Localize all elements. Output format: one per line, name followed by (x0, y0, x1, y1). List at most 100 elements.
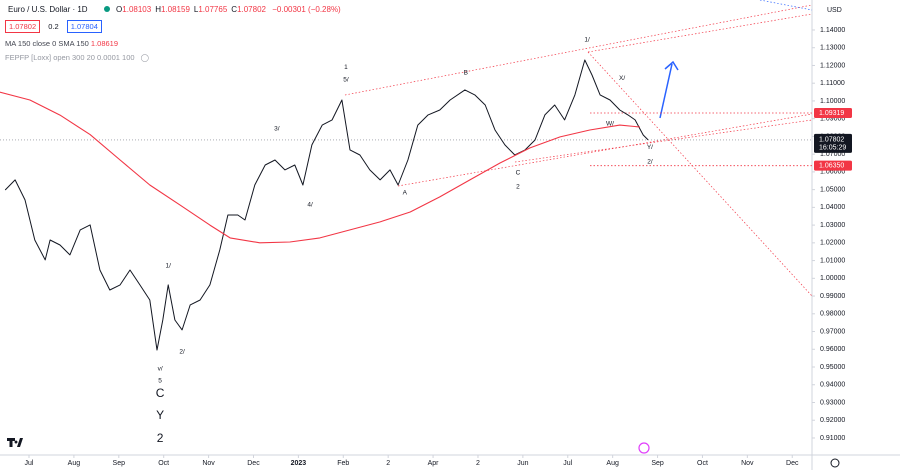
y-tick-label: 1.07000 (820, 151, 845, 158)
y-tick-label: 1.01000 (820, 257, 845, 264)
y-tick-label: 1.10000 (820, 98, 845, 105)
trendline (514, 119, 813, 163)
indicator-text: MA 150 close 0 SMA 150 (5, 39, 89, 48)
wave-label: 2/ (647, 159, 653, 166)
y-tick-label: 1.11000 (820, 80, 845, 87)
x-tick-label: Nov (202, 460, 215, 467)
level-badge (814, 108, 852, 119)
x-tick-label: 2023 (291, 460, 307, 467)
wave-label: 1 (344, 64, 348, 71)
ask-button[interactable]: 1.07804 (66, 20, 102, 33)
channel-lower (397, 113, 813, 187)
ohlc-part: O (116, 5, 123, 14)
indicator-fepfp: FEPFP [Loxx] open 300 20 0.0001 100 ◯ (5, 53, 149, 62)
plot: 0.91000 0.92000 0.93000 0.94000 0.95000 0.960… (0, 27, 852, 467)
quote-row: 1.07802 0.2 1.07804 (5, 20, 102, 33)
x-tick-label: 2 (476, 460, 480, 467)
y-tick-label: 1.06000 (820, 169, 845, 176)
y-tick-label: 1.03000 (820, 222, 845, 229)
events-icon[interactable] (638, 442, 650, 454)
wave-label: A (403, 190, 408, 197)
status-dot (103, 6, 110, 12)
wave-label: C (516, 170, 521, 177)
y-tick-label: 0.95000 (820, 364, 845, 371)
wave-label: B (464, 70, 468, 77)
ohlc-part: 1.07765 (198, 5, 228, 14)
y-tick-label: 0.91000 (820, 435, 845, 442)
projection-arrow (659, 60, 679, 119)
arrow-shaft (659, 63, 673, 119)
symbol-title: Euro / U.S. Dollar · 1D (8, 5, 88, 14)
x-tick-label: Sep (651, 460, 664, 467)
countdown: 16:05:29 (819, 144, 846, 151)
ma-line (0, 91, 641, 244)
indicator-ma: MA 150 close 0 SMA 150 1.08619 (5, 39, 118, 48)
x-tick-label: 2 (386, 460, 390, 467)
wave-label: X/ (619, 75, 625, 82)
y-tick-label: 1.12000 (820, 62, 845, 69)
ohlc-part: L (193, 5, 199, 14)
y-tick-label: 0.99000 (820, 293, 845, 300)
ohlc-part: 1.08103 (122, 5, 152, 14)
ohlc: O1.08103 H1.08159 L1.07765 C1.07802 (116, 5, 270, 14)
x-tick-label: Apr (428, 460, 440, 467)
x-tick-label: Oct (158, 460, 169, 467)
x-tick-label: Sep (113, 460, 126, 467)
y-tick-label: 1.02000 (820, 240, 845, 247)
y-tick-label: 1.00000 (820, 275, 845, 282)
x-tick-label: Nov (741, 460, 754, 467)
y-tick-label: 1.13000 (820, 45, 845, 52)
tv-logo (7, 438, 23, 447)
bid-button[interactable]: 1.07802 (5, 20, 41, 33)
y-tick-label: 1.09000 (820, 116, 845, 123)
wave-label: 4/ (307, 202, 313, 209)
hide-icon[interactable]: ◯ (140, 53, 150, 62)
currency-label: USD (827, 7, 842, 14)
x-tick-label: Dec (247, 460, 260, 467)
trendline-up (587, 13, 813, 53)
indicator-value: 1.08619 (90, 39, 119, 48)
change: −0.00301 (−0.28%) (272, 5, 341, 14)
x-tick-label: Jun (517, 460, 528, 467)
x-tick-label: Aug (68, 460, 81, 467)
y-tick-label: 0.94000 (820, 382, 845, 389)
x-tick-label: Oct (697, 460, 708, 467)
header: Euro / U.S. Dollar · 1D O1.08103 H1.08159… (8, 5, 341, 14)
x-tick-label: Aug (606, 460, 619, 467)
arrow-head (664, 60, 679, 71)
y-tick-label: 1.05000 (820, 186, 845, 193)
wave-label: 5 (158, 378, 162, 385)
level-badge-label: 1.09319 (819, 110, 844, 117)
logo-mark (7, 438, 23, 447)
trendline-down (587, 51, 813, 297)
level-badge-label: 1.06350 (819, 163, 844, 170)
y-tick-label: 0.93000 (820, 399, 845, 406)
indicator-text: FEPFP [Loxx] open 300 20 0.0001 100 (5, 53, 135, 62)
ohlc-part: H (155, 5, 161, 14)
x-tick-label: Dec (786, 460, 799, 467)
settings-icon[interactable] (830, 458, 840, 468)
wave-label: v/ (158, 366, 163, 373)
wave-label: Y (156, 408, 164, 422)
y-tick-label: 0.92000 (820, 417, 845, 424)
ohlc-part: C (231, 5, 238, 14)
wave-label: 2 (516, 184, 520, 191)
trendlines (344, 4, 813, 297)
spread: 0.2 (48, 22, 59, 31)
wave-label: 3/ (274, 126, 280, 133)
x-tick-label: Jul (563, 460, 572, 467)
y-tick-label: 0.97000 (820, 328, 845, 335)
wave-label: 2/ (179, 349, 185, 356)
last-price-label: 1.07802 (819, 136, 844, 143)
wave-label: Y/ (647, 144, 653, 151)
last-price-badge (814, 133, 852, 153)
wave-label: 5/ (343, 77, 349, 84)
ohlc-part: 1.07802 (237, 5, 266, 14)
y-tick-label: 0.98000 (820, 311, 845, 318)
ohlc-part: 1.08159 (160, 5, 190, 14)
wave-label: 1/ (584, 37, 590, 44)
x-tick-label: Jul (25, 460, 34, 467)
wave-label: 2 (157, 431, 164, 445)
